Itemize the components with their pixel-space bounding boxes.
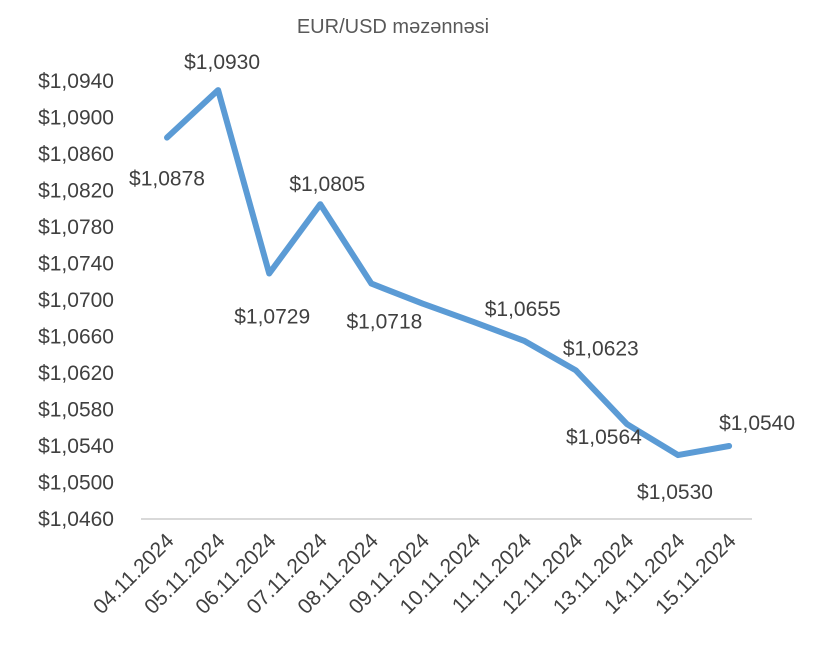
data-label: $1,0623 (563, 337, 639, 360)
plot-area (164, 87, 733, 459)
y-tick-label: $1,0860 (38, 143, 114, 166)
y-axis: $1,0460 $1,0500 $1,0540 $1,0580 $1,0620 $1,06… (38, 70, 114, 531)
data-label: $1,0564 (566, 426, 642, 449)
data-label: $1,0805 (289, 173, 365, 196)
series-line (164, 87, 733, 459)
y-tick-label: $1,0780 (38, 216, 114, 239)
y-tick-label: $1,0700 (38, 289, 114, 312)
data-label: $1,0930 (184, 51, 260, 74)
x-axis: 04.11.202405.11.202406.11.202407.11.2024… (89, 518, 752, 619)
data-labels: $1,0878 $1,0930 $1,0729 $1,0805 $1,0718 $1,06… (129, 51, 795, 504)
data-label: $1,0530 (637, 481, 713, 504)
data-label: $1,0655 (485, 298, 561, 321)
y-tick-label: $1,0660 (38, 326, 114, 349)
y-tick-label: $1,0460 (38, 508, 114, 531)
y-tick-label: $1,0740 (38, 253, 114, 276)
y-tick-label: $1,0620 (38, 362, 114, 385)
data-label: $1,0718 (346, 311, 422, 334)
data-label: $1,0878 (129, 168, 205, 191)
y-tick-label: $1,0500 (38, 472, 114, 495)
y-tick-label: $1,0940 (38, 70, 114, 93)
y-tick-label: $1,0900 (38, 107, 114, 130)
data-label: $1,0540 (719, 412, 795, 435)
y-tick-label: $1,0540 (38, 435, 114, 458)
y-tick-label: $1,0820 (38, 180, 114, 203)
data-label: $1,0729 (234, 306, 310, 329)
y-tick-label: $1,0580 (38, 399, 114, 422)
chart-title: EUR/USD məzənnəsi (297, 16, 489, 38)
